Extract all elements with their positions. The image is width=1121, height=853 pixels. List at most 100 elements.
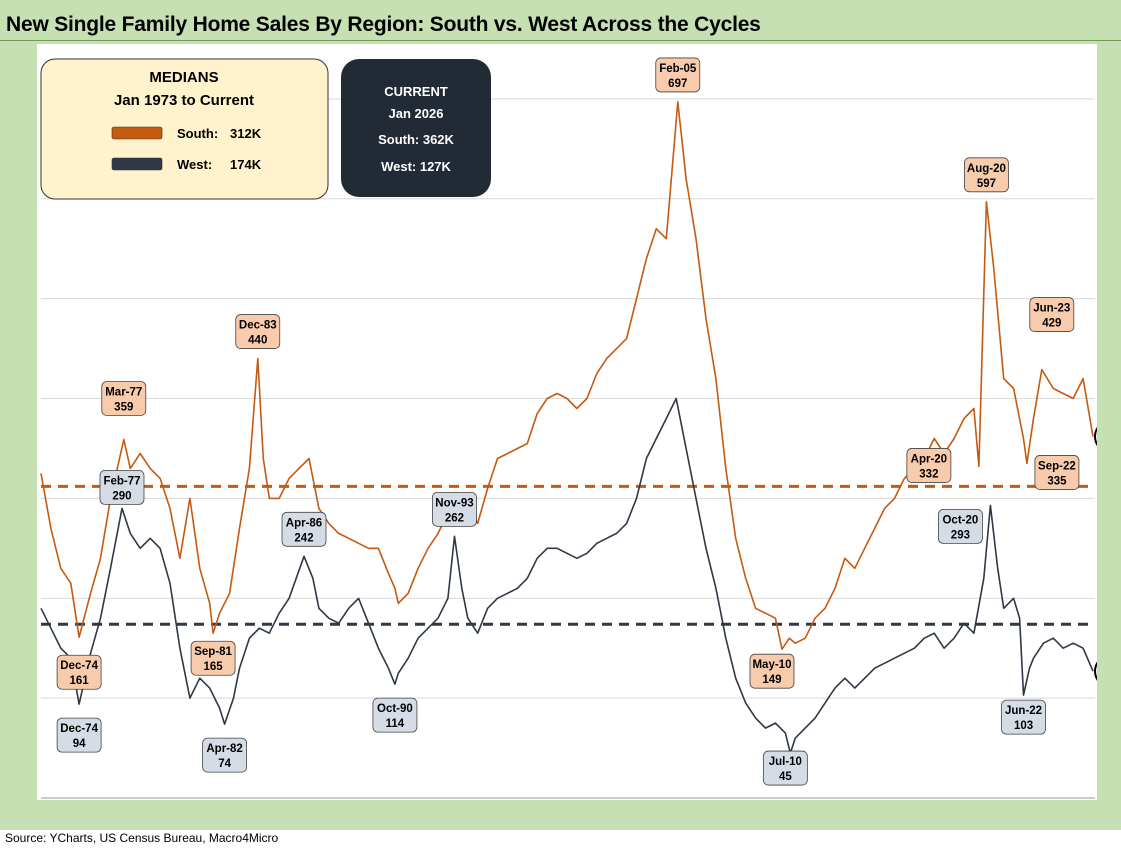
callout-south: Mar-77 359 (101, 381, 147, 416)
medians-south-value: 312K (230, 126, 262, 141)
south-legend-swatch (111, 126, 163, 140)
callout-box (964, 157, 1009, 193)
callout-date: Dec-74 (60, 723, 98, 735)
current-box-bg (341, 59, 491, 197)
medians-south-label: South: (177, 126, 218, 141)
callout-value: 262 (445, 512, 464, 524)
callout-box (190, 640, 236, 676)
medians-box: MEDIANS Jan 1973 to Current South: 312K … (40, 58, 329, 200)
callout-box (749, 653, 795, 689)
series-line-west (40, 397, 1094, 754)
callout-box (1029, 297, 1075, 332)
current-marker-west (1094, 654, 1121, 689)
current-west: West: 127K (381, 159, 451, 174)
callout-west: Apr-82 74 (202, 737, 248, 773)
medians-title: MEDIANS (149, 69, 218, 86)
source-note: Source: YCharts, US Census Bureau, Macro… (5, 831, 279, 845)
callout-west: Oct-90 114 (372, 697, 418, 733)
callout-value: 332 (919, 468, 938, 480)
west-legend-swatch (111, 157, 163, 171)
callout-west: Feb-77 290 (99, 469, 145, 505)
callout-value: 149 (762, 674, 781, 686)
callout-value: 45 (779, 771, 792, 783)
callout-box (202, 737, 248, 773)
medians-west-value: 174K (230, 157, 262, 172)
callout-south: Feb-05 697 (655, 57, 701, 93)
callout-value: 335 (1047, 475, 1067, 487)
callout-west: Dec-74 94 (56, 717, 102, 753)
chart-title: New Single Family Home Sales By Region: … (6, 13, 761, 36)
line-chart: 0100200300400500600700 19731975197719791… (13, 57, 1121, 813)
callout-date: Mar-77 (105, 386, 142, 398)
callout-date: Oct-20 (942, 514, 978, 526)
callout-date: Sep-22 (1038, 460, 1076, 472)
callout-west: Oct-20 293 (937, 508, 983, 544)
callout-box (372, 697, 418, 733)
callout-date: Feb-77 (103, 475, 140, 487)
callout-value: 242 (294, 532, 313, 544)
callout-west: Nov-93 262 (432, 491, 477, 527)
callout-south: Aug-20 597 (964, 157, 1009, 193)
callout-south: Apr-20 332 (906, 448, 952, 483)
callout-box (655, 57, 701, 93)
callout-south: Sep-22 335 (1034, 455, 1080, 490)
current-date: Jan 2026 (389, 106, 444, 121)
current-markers (1094, 419, 1121, 689)
callout-box (99, 469, 145, 505)
title-bar: New Single Family Home Sales By Region: … (0, 0, 1121, 41)
callout-value: 359 (114, 401, 133, 413)
callout-value: 74 (218, 758, 231, 770)
callout-box (937, 508, 983, 544)
callout-box (281, 511, 327, 547)
callout-date: Feb-05 (659, 63, 697, 75)
callout-date: Dec-83 (239, 320, 277, 332)
callout-box (432, 491, 477, 527)
callout-west: Jul-10 45 (762, 750, 808, 786)
callout-date: May-10 (752, 659, 791, 671)
callout-value: 429 (1042, 318, 1061, 330)
callout-value: 94 (73, 738, 86, 750)
callout-value: 165 (204, 661, 224, 673)
callout-south: Sep-81 165 (190, 640, 236, 676)
callouts: Mar-77 359 Dec-83 440 Dec-74 161 Sep-81 165 Feb-… (56, 57, 1080, 786)
callout-date: Apr-82 (206, 743, 242, 755)
callout-south: Dec-83 440 (235, 314, 281, 349)
callout-value: 293 (951, 529, 970, 541)
callout-west: Apr-86 242 (281, 511, 327, 547)
callout-date: Jul-10 (769, 756, 802, 768)
callout-date: Nov-93 (435, 497, 473, 509)
callout-date: Oct-90 (377, 703, 413, 715)
callout-value: 161 (70, 675, 90, 687)
callout-west: Jun-22 103 (1001, 699, 1046, 735)
plot-area: 0100200300400500600700 19731975197719791… (13, 44, 1121, 813)
callout-box (1034, 455, 1080, 490)
current-south: South: 362K (378, 132, 454, 147)
median-lines (41, 484, 1095, 626)
callout-box (235, 314, 281, 349)
callout-value: 114 (386, 718, 405, 730)
callout-box (56, 717, 102, 753)
callout-date: Apr-86 (286, 517, 322, 529)
callout-date: Jun-23 (1033, 303, 1070, 315)
current-box: CURRENT Jan 2026 South: 362K West: 127K (341, 59, 491, 197)
medians-west-label: West: (177, 157, 212, 172)
callout-south: May-10 149 (749, 653, 795, 689)
callout-south: Dec-74 161 (56, 654, 102, 690)
current-title: CURRENT (384, 84, 448, 99)
gridlines (41, 98, 1095, 799)
callout-value: 103 (1014, 720, 1033, 732)
callout-date: Dec-74 (60, 660, 98, 672)
callout-box (101, 381, 147, 416)
callout-date: Aug-20 (967, 163, 1006, 175)
callout-value: 440 (248, 335, 267, 347)
callout-value: 290 (112, 490, 131, 502)
callout-box (1001, 699, 1046, 735)
callout-value: 697 (668, 78, 687, 90)
callout-box (56, 654, 102, 690)
medians-subtitle: Jan 1973 to Current (114, 92, 254, 109)
current-marker-south (1094, 419, 1121, 454)
callout-date: Sep-81 (194, 646, 232, 658)
callout-box (762, 750, 808, 786)
callout-date: Jun-22 (1005, 705, 1042, 717)
callout-value: 597 (977, 178, 996, 190)
